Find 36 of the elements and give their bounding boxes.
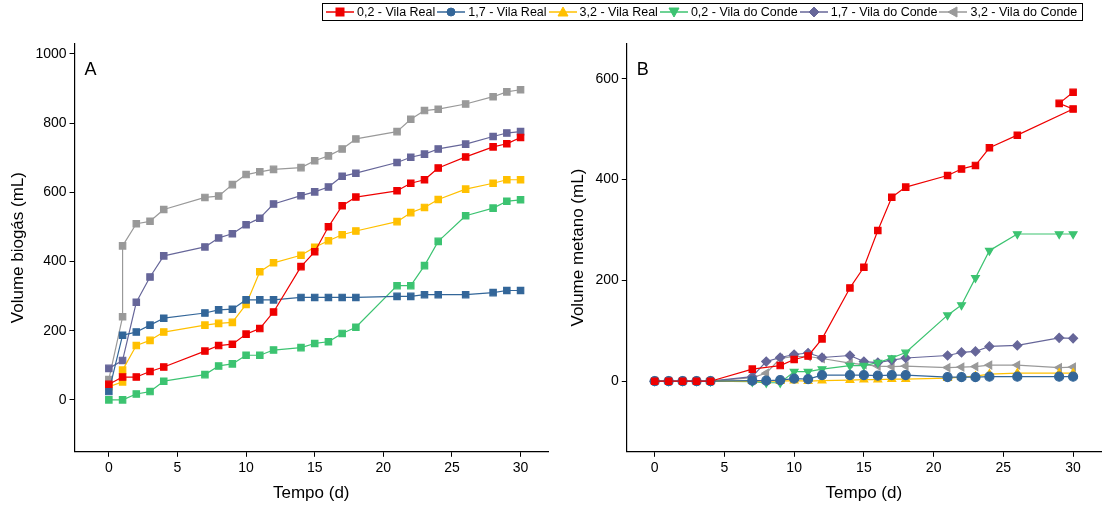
legend-label: 0,2 - Vila Real — [357, 5, 436, 19]
x-tick-label: 30 — [1065, 459, 1082, 476]
y-tick-label: 400 — [595, 170, 619, 187]
x-tick-label: 5 — [720, 459, 729, 476]
x-tick-label: 25 — [444, 459, 460, 476]
x-tick-label: 0 — [104, 459, 113, 476]
x-tick-label: 30 — [512, 459, 529, 476]
y-tick-label: 1000 — [35, 44, 67, 61]
y-axis-title: Volume biogás (mL) — [7, 172, 27, 324]
y-tick-label: 200 — [595, 271, 619, 288]
legend-label: 1,7 - Vila Real — [468, 5, 547, 19]
annotation: B — [636, 59, 649, 80]
x-tick-label: 15 — [306, 459, 323, 476]
x-tick-label: 15 — [856, 459, 872, 476]
y-tick-label: 200 — [43, 321, 67, 338]
legend-label: 3,2 - Vila do Conde — [970, 5, 1078, 19]
legend-label: 1,7 - Vila do Conde — [830, 5, 938, 19]
legend-label: 0,2 - Vila do Conde — [690, 5, 798, 19]
y-tick-label: 600 — [43, 183, 67, 200]
x-axis-title: Tempo (d) — [273, 483, 350, 503]
y-tick-label: 0 — [610, 372, 619, 389]
x-tick-label: 20 — [375, 459, 392, 476]
annotation: A — [84, 59, 97, 80]
y-tick-label: 600 — [595, 69, 619, 86]
x-tick-label: 5 — [173, 459, 182, 476]
x-tick-label: 10 — [238, 459, 255, 476]
y-tick-label: 0 — [58, 390, 67, 407]
legend-label: 3,2 - Vila Real — [579, 5, 658, 19]
y-tick-label: 800 — [43, 113, 67, 130]
x-tick-label: 20 — [925, 459, 942, 476]
y-axis-title: Volume metano (mL) — [567, 168, 587, 327]
x-axis-title: Tempo (d) — [825, 483, 903, 503]
y-tick-label: 400 — [43, 252, 67, 269]
x-tick-label: 0 — [650, 459, 659, 476]
x-tick-label: 25 — [995, 459, 1012, 476]
x-tick-label: 10 — [786, 459, 803, 476]
